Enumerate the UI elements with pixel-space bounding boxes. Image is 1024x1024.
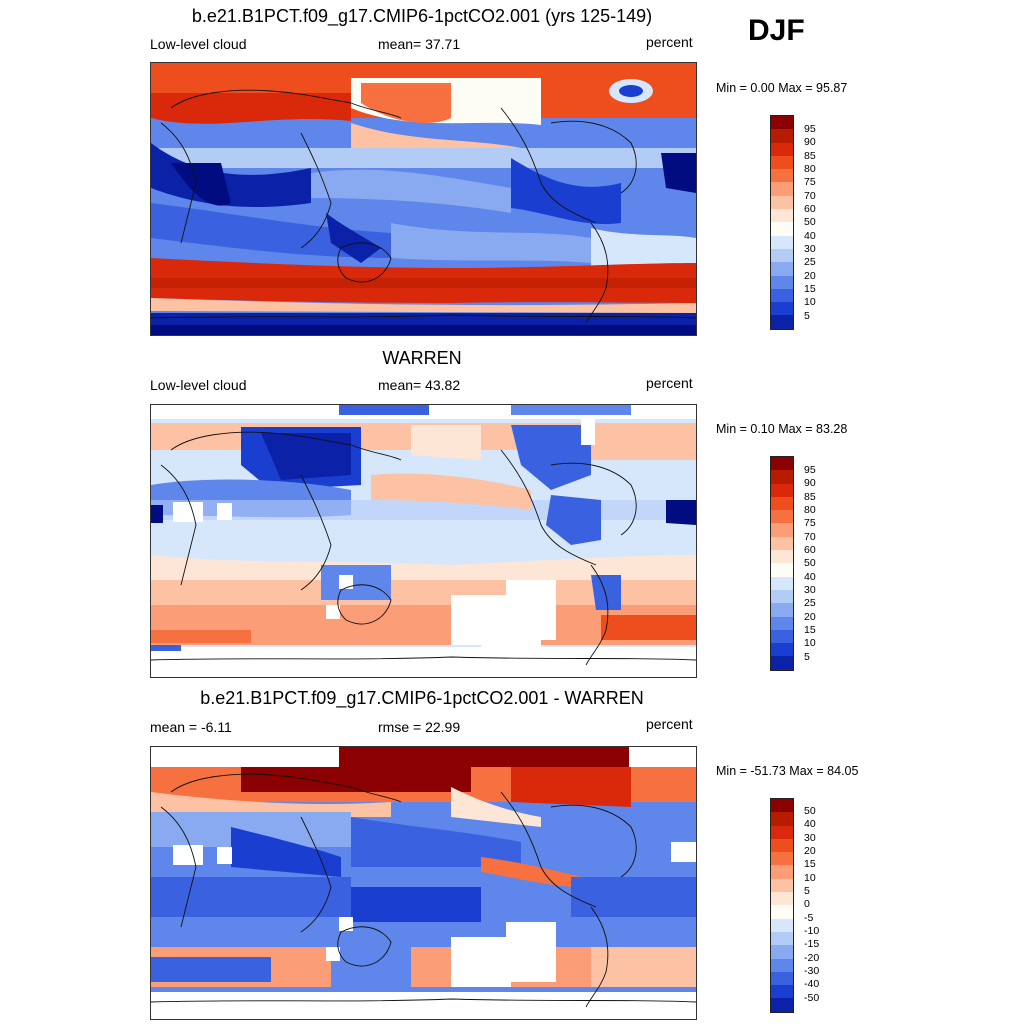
- colorbar-tick: 30: [804, 243, 816, 255]
- colorbar-tick: 40: [804, 818, 816, 830]
- min-max-label: Min = -51.73 Max = 84.05: [716, 764, 859, 778]
- map-difference: [150, 746, 697, 1020]
- colorbar-tick: 10: [804, 296, 816, 308]
- colorbar-tick: 75: [804, 517, 816, 529]
- panel-title: WARREN: [382, 348, 462, 368]
- colorbar-observations: [770, 456, 794, 671]
- cloud-field-observations: [151, 405, 696, 677]
- colorbar-tick: 90: [804, 477, 816, 489]
- colorbar-tick: 90: [804, 136, 816, 148]
- mean-label: mean= 37.71: [378, 36, 461, 52]
- mean-label: mean= 43.82: [378, 377, 461, 393]
- colorbar-tick: 50: [804, 557, 816, 569]
- colorbar-tick: 15: [804, 283, 816, 295]
- colorbar-tick: 25: [804, 597, 816, 609]
- colorbar-tick: 40: [804, 230, 816, 242]
- colorbar-tick: 85: [804, 150, 816, 162]
- panel-title: b.e21.B1PCT.f09_g17.CMIP6-1pctCO2.001 (y…: [191, 6, 653, 26]
- min-max-label: Min = 0.10 Max = 83.28: [716, 422, 848, 436]
- colorbar-tick: 0: [804, 898, 810, 910]
- colorbar-tick: 50: [804, 216, 816, 228]
- colorbar-tick: 50: [804, 805, 816, 817]
- colorbar-tick: -40: [804, 978, 820, 990]
- variable-label: Low-level cloud: [150, 36, 247, 52]
- colorbar-tick: 20: [804, 611, 816, 623]
- colorbar-tick: 20: [804, 270, 816, 282]
- colorbar-tick: 70: [804, 190, 816, 202]
- colorbar-tick: -15: [804, 938, 820, 950]
- colorbar-tick: 70: [804, 531, 816, 543]
- colorbar-tick: 30: [804, 584, 816, 596]
- colorbar-model: [770, 115, 794, 330]
- colorbar-tick: 60: [804, 203, 816, 215]
- colorbar-tick: 5: [804, 310, 810, 322]
- colorbar-tick: -20: [804, 952, 820, 964]
- colorbar-tick: 25: [804, 256, 816, 268]
- min-max-label: Min = 0.00 Max = 95.87: [716, 81, 848, 95]
- colorbar-tick: 5: [804, 651, 810, 663]
- colorbar-tick: 30: [804, 832, 816, 844]
- colorbar-tick: -50: [804, 992, 820, 1004]
- units-label: percent: [646, 716, 693, 732]
- units-label: percent: [646, 34, 693, 50]
- cloud-field-difference: [151, 747, 696, 1019]
- colorbar-tick: 80: [804, 163, 816, 175]
- panel-title: b.e21.B1PCT.f09_g17.CMIP6-1pctCO2.001 - …: [200, 688, 644, 708]
- rmse-label: rmse = 22.99: [378, 719, 461, 735]
- colorbar-tick: 15: [804, 624, 816, 636]
- colorbar-tick: 5: [804, 885, 810, 897]
- colorbar-tick: 20: [804, 845, 816, 857]
- colorbar-tick: 95: [804, 464, 816, 476]
- variable-label: Low-level cloud: [150, 377, 247, 393]
- colorbar-tick: 10: [804, 637, 816, 649]
- cloud-field-model: [151, 63, 696, 335]
- colorbar-tick: 40: [804, 571, 816, 583]
- colorbar-tick: 60: [804, 544, 816, 556]
- colorbar-tick: -30: [804, 965, 820, 977]
- colorbar-tick: 95: [804, 123, 816, 135]
- colorbar-tick: 75: [804, 176, 816, 188]
- colorbar-tick: 80: [804, 504, 816, 516]
- colorbar-tick: 15: [804, 858, 816, 870]
- mean-label: mean = -6.11: [150, 719, 232, 735]
- map-observations: [150, 404, 697, 678]
- colorbar-tick: 85: [804, 491, 816, 503]
- colorbar-tick: 10: [804, 872, 816, 884]
- season-label: DJF: [748, 14, 805, 47]
- colorbar-tick: -10: [804, 925, 820, 937]
- units-label: percent: [646, 375, 693, 391]
- colorbar-difference: [770, 798, 794, 1013]
- colorbar-tick: -5: [804, 912, 814, 924]
- map-model: [150, 62, 697, 336]
